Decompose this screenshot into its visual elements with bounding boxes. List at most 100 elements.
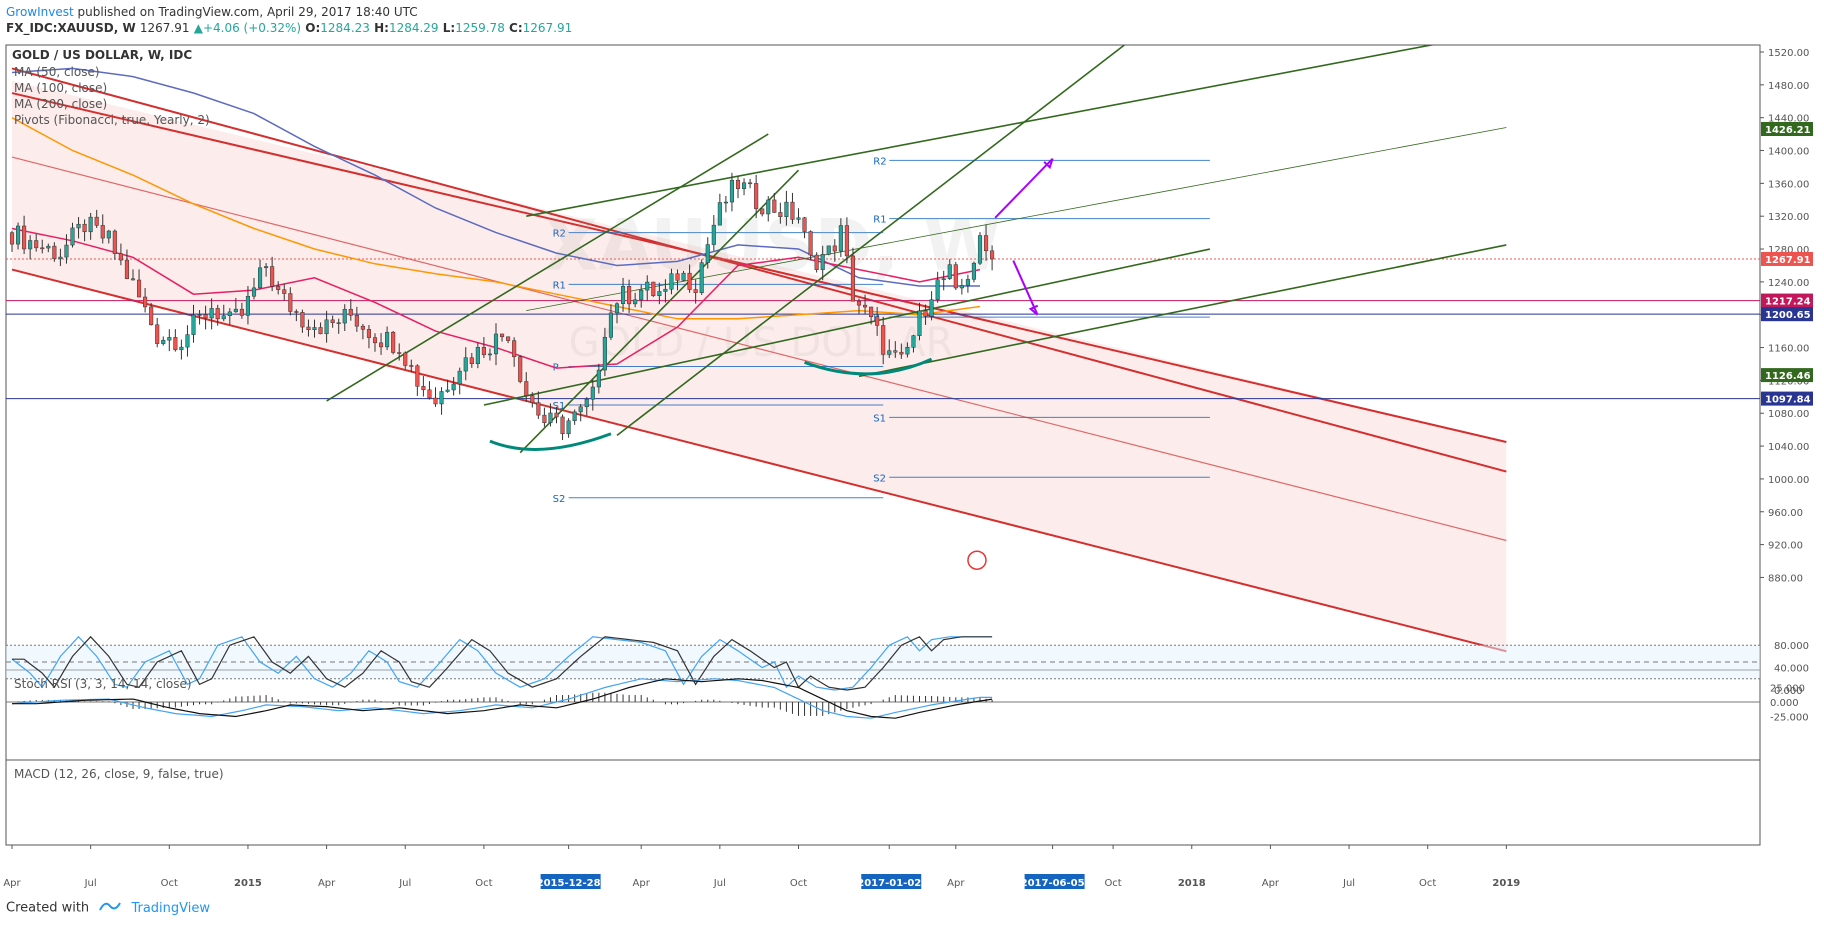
arrow-head — [1028, 304, 1039, 316]
price-tick-label: 1440.00 — [1768, 114, 1809, 125]
candle-body — [778, 212, 783, 217]
trend-line — [858, 244, 1507, 378]
publisher-name[interactable]: GrowInvest — [6, 5, 74, 19]
candle-body — [911, 335, 916, 348]
candle-body — [820, 254, 825, 270]
price-tick-label: 960.00 — [1768, 508, 1803, 519]
candle-body — [584, 399, 589, 408]
candle-body — [772, 199, 777, 213]
price-tick-label: 1400.00 — [1768, 147, 1809, 158]
created-with-text: Created with — [6, 900, 90, 916]
projection-arrow — [1012, 260, 1039, 316]
candle-body — [723, 201, 728, 204]
candle-body — [40, 247, 45, 250]
ma200-line — [11, 117, 981, 320]
candle-body — [608, 312, 614, 338]
candle-body — [687, 272, 692, 290]
candle-body — [130, 278, 136, 281]
candle-body — [645, 281, 650, 291]
candle-body — [76, 223, 81, 229]
price-label-box — [1761, 251, 1813, 266]
candle-body — [578, 406, 583, 413]
candle-body — [330, 319, 335, 323]
candle-body — [596, 369, 601, 388]
price-tick-label: 1520.00 — [1768, 48, 1809, 59]
time-tick-label: Apr — [3, 878, 21, 889]
pivot-label-r2: R2 — [553, 229, 566, 240]
time-tick-label: Jul — [84, 878, 97, 889]
legend-ma100: MA (100, close) — [14, 81, 107, 95]
price-label-text: 1426.21 — [1765, 125, 1811, 136]
price-tick-label: 1480.00 — [1768, 81, 1809, 92]
candle-body — [935, 279, 940, 300]
price-label-box — [1761, 307, 1813, 322]
candle-body — [965, 279, 970, 286]
candle-body — [627, 286, 632, 305]
candle-body — [251, 287, 257, 297]
trend-line — [616, 45, 1126, 437]
axes: 1520.00 1480.00 1440.00 1400.00 1360.00 1320.… — [3, 48, 1813, 889]
time-tick-label: Oct — [475, 878, 492, 889]
stoch-rsi-pane — [6, 635, 1760, 691]
candle-body — [554, 412, 559, 418]
candle-body — [602, 336, 607, 371]
time-tick-label: 2018 — [1178, 878, 1206, 889]
candle-body — [899, 351, 904, 355]
pivot-label-s1: S1 — [873, 413, 886, 424]
low-value: 1259.78 — [455, 21, 505, 35]
tradingview-logo-icon — [99, 900, 122, 916]
trend-line — [483, 248, 1211, 406]
candle-body — [984, 235, 989, 252]
price-label-text: 1200.65 — [1765, 310, 1811, 321]
time-tick-label: Oct — [161, 878, 178, 889]
price-tick-label: 880.00 — [1768, 573, 1803, 584]
stoch-tick-label: 40.000 — [1774, 664, 1809, 675]
candle-body — [215, 308, 220, 320]
pivot-label-s1: S1 — [553, 401, 566, 412]
open-label: O: — [305, 21, 321, 35]
candle-body — [282, 289, 287, 294]
price-tick-label: 1280.00 — [1768, 245, 1809, 256]
stoch-tick-label: 0.000 — [1774, 686, 1803, 697]
candle-body — [270, 266, 275, 287]
price-tick-label: 1040.00 — [1768, 442, 1809, 453]
candle-body — [869, 306, 874, 317]
candle-body — [487, 353, 492, 356]
candle-body — [294, 311, 299, 313]
candle-body — [88, 216, 93, 233]
candle-body — [366, 329, 371, 338]
candle-body — [336, 322, 341, 324]
footer: Created with TradingView — [0, 892, 1824, 925]
candle-body — [784, 201, 789, 217]
price-tick-label: 920.00 — [1768, 541, 1803, 552]
time-tick-label: 2017-01-02 — [857, 878, 921, 889]
candle-body — [34, 240, 39, 249]
tradingview-link[interactable]: TradingView — [131, 900, 210, 916]
candle-body — [566, 420, 571, 435]
candle-body — [445, 389, 450, 392]
candle-body — [826, 245, 831, 255]
candle-body — [844, 225, 849, 257]
time-label-highlight — [861, 874, 922, 889]
candle-body — [245, 295, 250, 316]
candle-body — [850, 255, 856, 302]
candle-body — [838, 225, 843, 252]
candle-body — [155, 324, 160, 344]
candle-body — [451, 383, 456, 391]
bottom-arc — [804, 357, 933, 376]
candle-body — [457, 370, 462, 385]
price-label-text: 1267.91 — [1765, 255, 1811, 266]
price-tick-label: 1320.00 — [1768, 212, 1809, 223]
candle-body — [699, 262, 704, 293]
candle-body — [439, 391, 444, 405]
channel-line — [11, 92, 1507, 443]
bottom-arc — [489, 432, 612, 451]
published-line: GrowInvest published on TradingView.com,… — [6, 5, 418, 19]
candle-body — [893, 350, 898, 353]
candle-body — [469, 357, 474, 364]
candle-body — [947, 264, 952, 279]
candle-body — [500, 333, 505, 338]
candle-body — [705, 244, 710, 263]
candle-body — [348, 308, 353, 316]
